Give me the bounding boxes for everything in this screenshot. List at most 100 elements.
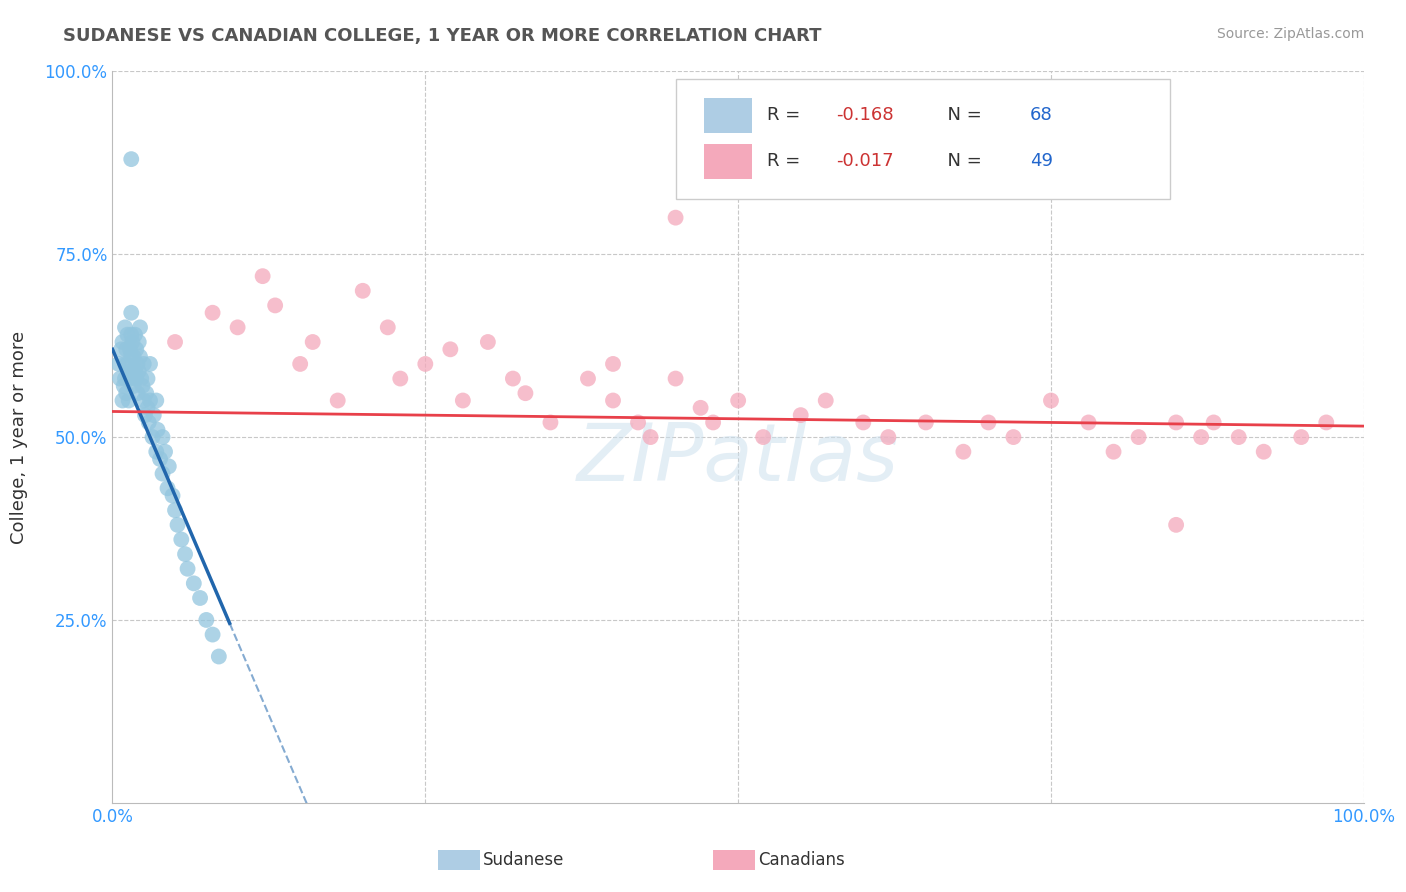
FancyBboxPatch shape xyxy=(675,78,1170,200)
Point xyxy=(114,320,136,334)
Point xyxy=(326,393,349,408)
Text: ZIPatlas: ZIPatlas xyxy=(576,420,900,498)
Point xyxy=(139,393,162,408)
Point xyxy=(174,547,197,561)
Text: R =: R = xyxy=(766,106,806,124)
Point xyxy=(120,350,142,364)
Point xyxy=(129,320,152,334)
Point xyxy=(664,211,686,225)
Point xyxy=(790,408,813,422)
Point xyxy=(138,416,160,430)
Point xyxy=(110,343,132,357)
Point xyxy=(124,327,146,342)
Point xyxy=(115,386,138,401)
Point xyxy=(166,517,188,532)
Point xyxy=(413,357,436,371)
Text: N =: N = xyxy=(936,153,987,170)
Point xyxy=(477,334,499,349)
Point xyxy=(1189,430,1212,444)
Text: SUDANESE VS CANADIAN COLLEGE, 1 YEAR OR MORE CORRELATION CHART: SUDANESE VS CANADIAN COLLEGE, 1 YEAR OR … xyxy=(63,27,821,45)
Text: Sudanese: Sudanese xyxy=(482,851,564,869)
FancyBboxPatch shape xyxy=(704,98,752,133)
Point xyxy=(602,393,624,408)
Point xyxy=(111,393,134,408)
Point xyxy=(121,334,143,349)
Point xyxy=(114,371,136,385)
Point xyxy=(727,393,749,408)
Point xyxy=(107,357,129,371)
Point xyxy=(162,489,184,503)
Point xyxy=(195,613,218,627)
Point xyxy=(121,371,143,385)
Point xyxy=(188,591,211,605)
Point xyxy=(752,430,775,444)
Point xyxy=(264,298,287,312)
Text: Canadians: Canadians xyxy=(758,851,845,869)
Point xyxy=(439,343,461,357)
Point xyxy=(129,350,152,364)
Point xyxy=(515,386,537,401)
Point xyxy=(146,423,169,437)
Point xyxy=(201,627,224,641)
Point xyxy=(377,320,399,334)
Point xyxy=(120,327,142,342)
Text: 68: 68 xyxy=(1029,106,1053,124)
Point xyxy=(120,152,142,166)
Text: -0.168: -0.168 xyxy=(835,106,893,124)
Point xyxy=(139,357,162,371)
Point xyxy=(877,430,900,444)
Point xyxy=(602,357,624,371)
Point xyxy=(118,371,141,385)
Point xyxy=(1002,430,1025,444)
Point xyxy=(136,401,159,415)
Point xyxy=(115,343,138,357)
Point xyxy=(111,334,134,349)
Text: N =: N = xyxy=(936,106,987,124)
Point xyxy=(117,357,139,371)
Point xyxy=(157,459,180,474)
Point xyxy=(689,401,711,415)
Point xyxy=(112,379,135,393)
Point xyxy=(451,393,474,408)
Point xyxy=(389,371,412,385)
Point xyxy=(163,334,186,349)
Point xyxy=(156,481,179,495)
Point xyxy=(1164,517,1187,532)
Point xyxy=(170,533,193,547)
Point xyxy=(125,343,148,357)
Point xyxy=(163,503,186,517)
Point xyxy=(502,371,524,385)
Point xyxy=(127,357,149,371)
Point xyxy=(201,306,224,320)
Point xyxy=(952,444,974,458)
Point xyxy=(149,452,172,467)
Point xyxy=(125,371,148,385)
Point xyxy=(1164,416,1187,430)
Point xyxy=(108,371,131,385)
Point xyxy=(1227,430,1250,444)
Point xyxy=(127,386,149,401)
Point xyxy=(814,393,837,408)
Text: -0.017: -0.017 xyxy=(835,153,893,170)
Point xyxy=(153,444,176,458)
Point xyxy=(977,416,1000,430)
Point xyxy=(538,416,561,430)
Text: R =: R = xyxy=(766,153,806,170)
Point xyxy=(640,430,662,444)
Point xyxy=(152,430,174,444)
Point xyxy=(290,357,312,371)
Point xyxy=(252,269,274,284)
Point xyxy=(114,357,136,371)
Point xyxy=(702,416,724,430)
Point xyxy=(1039,393,1063,408)
Point xyxy=(141,430,163,444)
Point xyxy=(1253,444,1275,458)
Y-axis label: College, 1 year or more: College, 1 year or more xyxy=(10,331,28,543)
Point xyxy=(118,364,141,378)
Point xyxy=(176,562,198,576)
Point xyxy=(136,371,159,385)
Point xyxy=(132,393,155,408)
Point xyxy=(122,379,145,393)
Point xyxy=(627,416,650,430)
Point xyxy=(145,444,167,458)
